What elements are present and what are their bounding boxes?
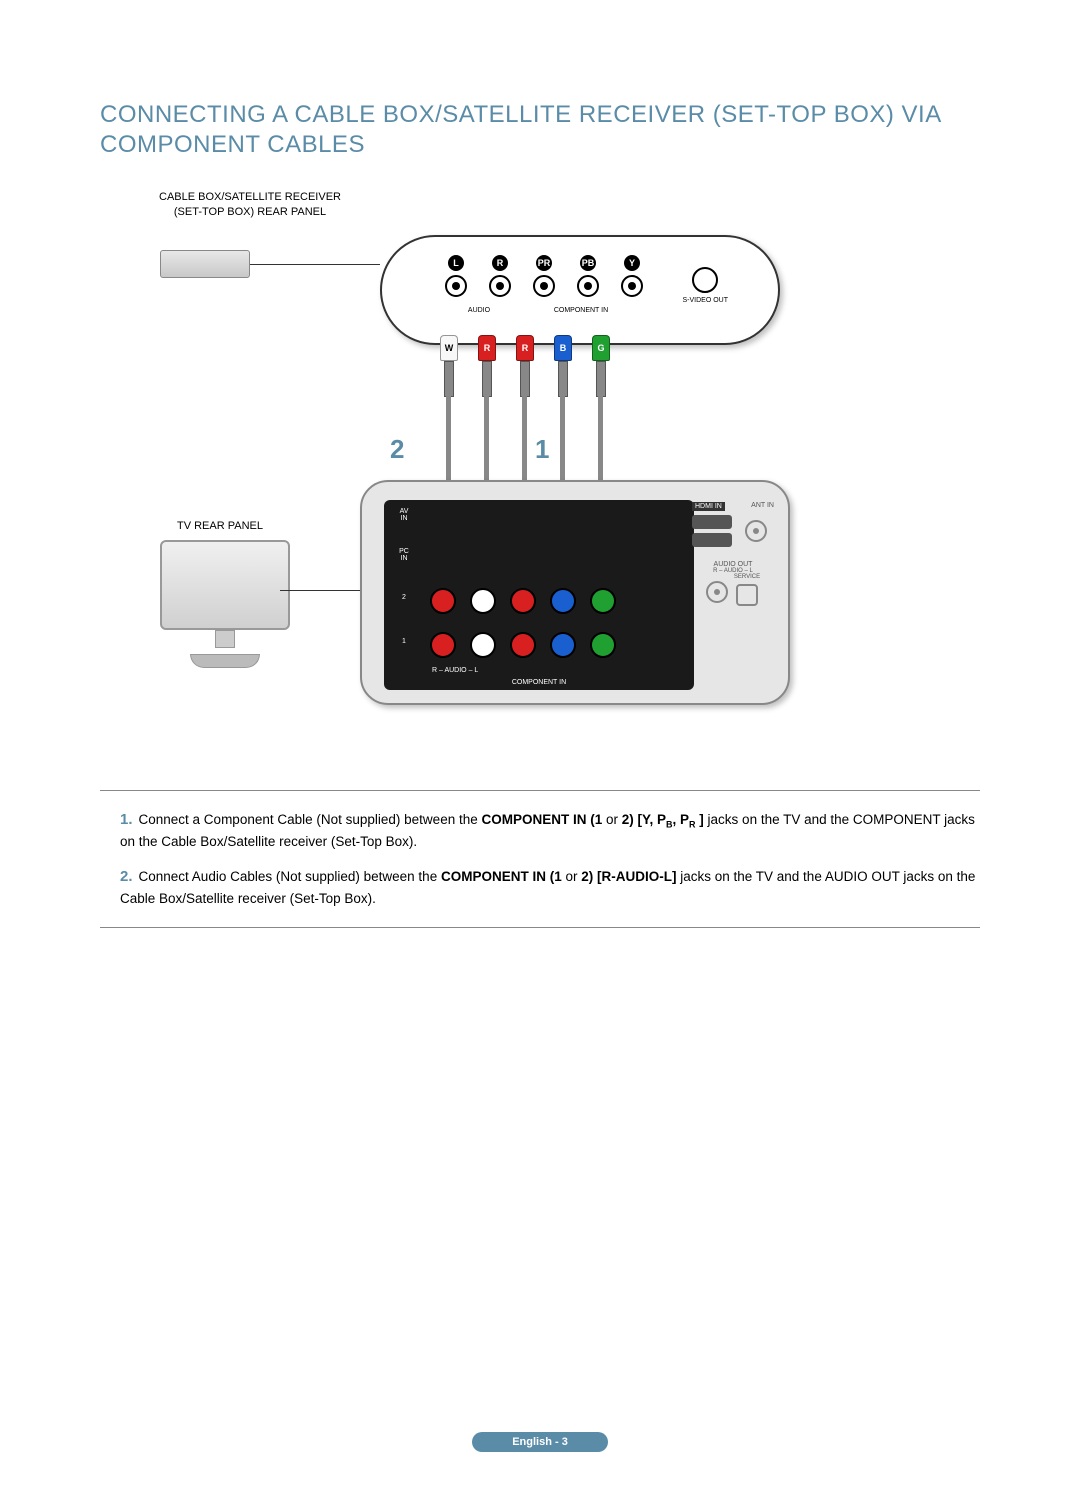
cable-box-rear-panel: L R PR PB Y AUDIO COMPONENT IN S-VIDEO O…: [380, 235, 780, 345]
component-in-label: COMPONENT IN: [384, 679, 694, 686]
audio-r-jack: [489, 275, 511, 297]
instruction-number: 2.: [120, 868, 133, 885]
jack-label-R: R: [492, 255, 508, 271]
plug-red-audio: R: [478, 335, 496, 361]
plug-blue: B: [554, 335, 572, 361]
instruction-number: 1.: [120, 811, 133, 828]
ant-jack: [745, 520, 767, 542]
tv-rear-panel: AV IN PC IN 2 1 R – A: [360, 480, 790, 705]
instructions-list: 1.Connect a Component Cable (Not supplie…: [100, 809, 980, 909]
row-2-label: 2: [390, 594, 418, 601]
rca-jack: [430, 588, 456, 614]
callout-line: [250, 264, 380, 265]
svideo-jack: [692, 267, 718, 293]
top-plug-row: W R R B G: [438, 335, 612, 397]
row-1-label: 1: [390, 638, 418, 645]
pc-in-label: PC IN: [390, 548, 418, 562]
rca-jack: [510, 632, 536, 658]
svideo-label: S-VIDEO OUT: [682, 297, 728, 304]
connection-diagram: CABLE BOX/SATELLITE RECEIVER (SET-TOP BO…: [100, 190, 980, 760]
audio-out-label: AUDIO OUT: [692, 561, 774, 568]
rca-jack: [470, 588, 496, 614]
audio-l-jack: [445, 275, 467, 297]
rca-jack: [510, 588, 536, 614]
service-port: [736, 584, 758, 606]
jack-label-Y: Y: [624, 255, 640, 271]
tv-device-icon: [150, 540, 300, 680]
hdmi-slot: [692, 533, 732, 547]
rca-jack: [590, 588, 616, 614]
ant-in-label: ANT IN: [751, 502, 774, 509]
av-in-label: AV IN: [390, 508, 418, 522]
jack-label-PR: PR: [536, 255, 552, 271]
jack-label-L: L: [448, 255, 464, 271]
footer-badge: English - 3: [472, 1432, 608, 1452]
divider: [100, 790, 980, 791]
divider: [100, 927, 980, 928]
hdmi-label: HDMI IN: [692, 502, 725, 511]
instruction-item: 2.Connect Audio Cables (Not supplied) be…: [112, 866, 980, 909]
rca-jack: [590, 632, 616, 658]
step-number-2: 2: [390, 434, 404, 465]
audio-group-label: AUDIO: [442, 307, 516, 314]
plug-red-pr: R: [516, 335, 534, 361]
rca-jack: [430, 632, 456, 658]
callout-line: [280, 590, 360, 591]
plug-green: G: [592, 335, 610, 361]
component-group-label: COMPONENT IN: [516, 307, 646, 314]
set-top-box-icon: [160, 250, 250, 278]
plug-white: W: [440, 335, 458, 361]
rca-jack: [550, 632, 576, 658]
component-y-jack: [621, 275, 643, 297]
audio-out-jack: [706, 581, 728, 603]
hdmi-slot: [692, 515, 732, 529]
component-pr-jack: [533, 275, 555, 297]
component-pb-jack: [577, 275, 599, 297]
page-footer: English - 3: [0, 1432, 1080, 1452]
rca-jack: [550, 588, 576, 614]
audio-bottom-label: R – AUDIO – L: [432, 667, 478, 674]
rca-jack: [470, 632, 496, 658]
page-title: CONNECTING A CABLE BOX/SATELLITE RECEIVE…: [100, 100, 980, 160]
service-label: SERVICE: [734, 574, 760, 580]
tv-rear-label: TV REAR PANEL: [150, 520, 290, 532]
step-number-1: 1: [535, 434, 549, 465]
jack-label-PB: PB: [580, 255, 596, 271]
cable-box-label: CABLE BOX/SATELLITE RECEIVER (SET-TOP BO…: [150, 190, 350, 220]
instruction-item: 1.Connect a Component Cable (Not supplie…: [112, 809, 980, 852]
